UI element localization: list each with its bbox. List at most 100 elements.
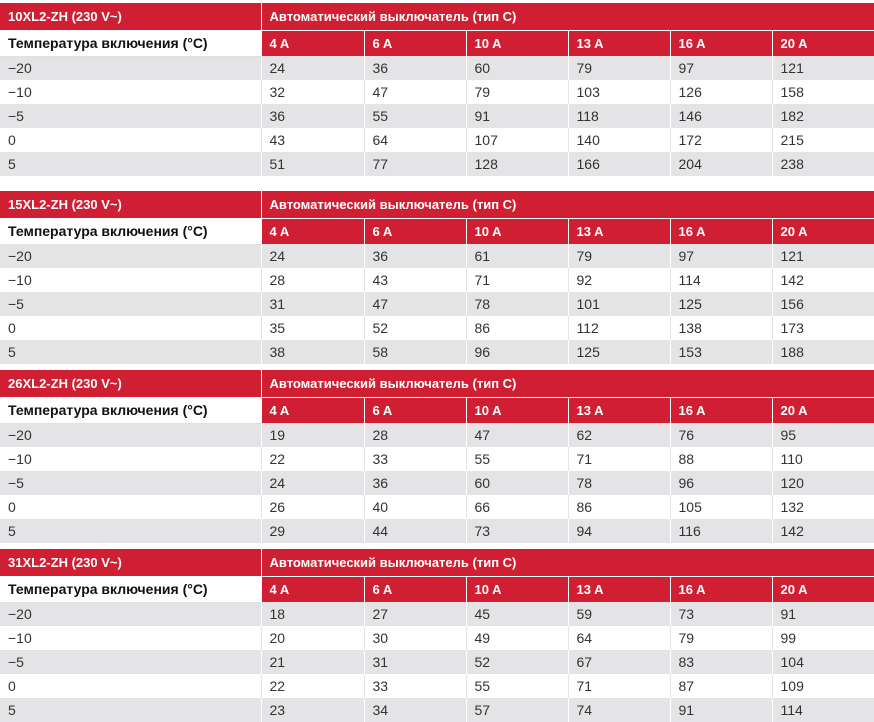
- table-row: 5 29 44 73 94 116 142: [0, 519, 874, 543]
- value-cell: 47: [465, 423, 568, 447]
- value-cell: 215: [771, 128, 874, 152]
- value-cell: 38: [260, 340, 364, 364]
- value-cell: 238: [771, 152, 874, 176]
- value-cell: 27: [363, 602, 466, 626]
- value-cell: 71: [567, 674, 670, 698]
- temperature-column-header: Температура включения (°C): [0, 218, 261, 245]
- table-row: −20 18 27 45 59 73 91: [0, 602, 874, 626]
- value-cell: 79: [567, 244, 670, 268]
- value-cell: 36: [363, 471, 466, 495]
- table-row: −5 24 36 60 78 96 120: [0, 471, 874, 495]
- value-cell: 126: [669, 80, 772, 104]
- cable-table: 10XL2-ZH (230 V~) Автоматический выключат…: [0, 3, 874, 176]
- value-cell: 95: [771, 423, 874, 447]
- temperature-cell: −5: [0, 650, 261, 674]
- value-cell: 52: [363, 316, 466, 340]
- value-cell: 125: [669, 292, 772, 316]
- value-cell: 132: [771, 495, 874, 519]
- table-row: 5 23 34 57 74 91 114: [0, 698, 874, 722]
- breaker-header: Автоматический выключатель (тип C): [260, 3, 874, 31]
- value-cell: 21: [260, 650, 364, 674]
- temperature-cell: 0: [0, 674, 261, 698]
- value-cell: 55: [363, 104, 466, 128]
- value-cell: 32: [260, 80, 364, 104]
- value-cell: 31: [260, 292, 364, 316]
- temperature-column-header: Температура включения (°C): [0, 397, 261, 424]
- value-cell: 104: [771, 650, 874, 674]
- breaker-header: Автоматический выключатель (тип C): [260, 370, 874, 398]
- cable-table: 26XL2-ZH (230 V~) Автоматический выключат…: [0, 370, 874, 543]
- value-cell: 52: [465, 650, 568, 674]
- value-cell: 36: [260, 104, 364, 128]
- table-title-row: 31XL2-ZH (230 V~) Автоматический выключат…: [0, 549, 874, 577]
- value-cell: 88: [669, 447, 772, 471]
- value-cell: 91: [669, 698, 772, 722]
- value-cell: 121: [771, 244, 874, 268]
- value-cell: 128: [465, 152, 568, 176]
- table-row: −5 31 47 78 101 125 156: [0, 292, 874, 316]
- value-cell: 40: [363, 495, 466, 519]
- temperature-cell: 5: [0, 340, 261, 364]
- value-cell: 142: [771, 519, 874, 543]
- breaker-rating-header: 20 A: [771, 30, 874, 56]
- value-cell: 36: [363, 244, 466, 268]
- value-cell: 51: [260, 152, 364, 176]
- value-cell: 22: [260, 674, 364, 698]
- value-cell: 156: [771, 292, 874, 316]
- value-cell: 140: [567, 128, 670, 152]
- value-cell: 166: [567, 152, 670, 176]
- value-cell: 188: [771, 340, 874, 364]
- value-cell: 105: [669, 495, 772, 519]
- temperature-cell: 0: [0, 316, 261, 340]
- table-row: 5 51 77 128 166 204 238: [0, 152, 874, 176]
- value-cell: 138: [669, 316, 772, 340]
- breaker-rating-header: 6 A: [363, 576, 466, 602]
- cable-table: 15XL2-ZH (230 V~) Автоматический выключат…: [0, 191, 874, 364]
- value-cell: 62: [567, 423, 670, 447]
- value-cell: 61: [465, 244, 568, 268]
- value-cell: 28: [260, 268, 364, 292]
- value-cell: 66: [465, 495, 568, 519]
- value-cell: 55: [465, 674, 568, 698]
- value-cell: 142: [771, 268, 874, 292]
- value-cell: 20: [260, 626, 364, 650]
- table-row: 0 26 40 66 86 105 132: [0, 495, 874, 519]
- value-cell: 30: [363, 626, 466, 650]
- value-cell: 73: [669, 602, 772, 626]
- value-cell: 43: [260, 128, 364, 152]
- value-cell: 182: [771, 104, 874, 128]
- breaker-rating-header: 10 A: [465, 397, 568, 423]
- value-cell: 76: [669, 423, 772, 447]
- temperature-cell: 5: [0, 152, 261, 176]
- temperature-cell: −20: [0, 56, 261, 80]
- value-cell: 107: [465, 128, 568, 152]
- value-cell: 109: [771, 674, 874, 698]
- value-cell: 118: [567, 104, 670, 128]
- breaker-rating-header: 10 A: [465, 576, 568, 602]
- breaker-rating-header: 6 A: [363, 397, 466, 423]
- value-cell: 58: [363, 340, 466, 364]
- breaker-rating-header: 4 A: [260, 397, 364, 423]
- value-cell: 120: [771, 471, 874, 495]
- value-cell: 79: [669, 626, 772, 650]
- value-cell: 24: [260, 244, 364, 268]
- value-cell: 43: [363, 268, 466, 292]
- temperature-cell: −10: [0, 268, 261, 292]
- value-cell: 92: [567, 268, 670, 292]
- value-cell: 26: [260, 495, 364, 519]
- value-cell: 71: [567, 447, 670, 471]
- temperature-cell: 0: [0, 128, 261, 152]
- table-title-row: 10XL2-ZH (230 V~) Автоматический выключат…: [0, 3, 874, 31]
- value-cell: 91: [771, 602, 874, 626]
- temperature-cell: −20: [0, 244, 261, 268]
- breaker-rating-header: 16 A: [669, 30, 772, 56]
- breaker-rating-header: 16 A: [669, 576, 772, 602]
- breaker-rating-header: 13 A: [567, 576, 670, 602]
- table-row: 5 38 58 96 125 153 188: [0, 340, 874, 364]
- value-cell: 158: [771, 80, 874, 104]
- value-cell: 172: [669, 128, 772, 152]
- value-cell: 78: [465, 292, 568, 316]
